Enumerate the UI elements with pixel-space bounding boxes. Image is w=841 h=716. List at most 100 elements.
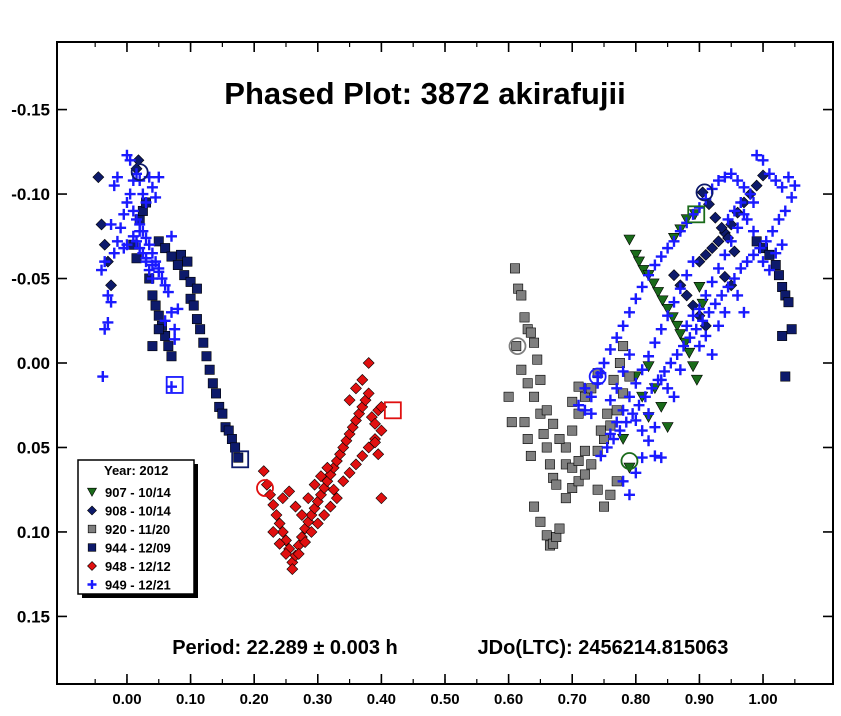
- data-point-949: [728, 205, 740, 217]
- data-point-949: [573, 399, 585, 411]
- data-point-949: [146, 247, 158, 259]
- data-point-920: [506, 417, 517, 428]
- data-point-948: [305, 526, 318, 538]
- data-point-949: [97, 371, 109, 383]
- data-point-949: [690, 323, 702, 335]
- data-point-948: [318, 509, 331, 521]
- data-point-949: [617, 320, 629, 332]
- data-point-948: [327, 483, 340, 496]
- data-point-949: [162, 286, 174, 298]
- data-point-949: [649, 450, 661, 462]
- data-point-949: [732, 175, 744, 187]
- data-point-949: [789, 180, 801, 192]
- data-point-920: [579, 469, 590, 480]
- legend-label: 948 - 12/12: [105, 559, 171, 574]
- data-point-920: [614, 358, 625, 368]
- data-point-907: [690, 374, 703, 386]
- data-point-907: [671, 320, 684, 332]
- data-point-907: [632, 256, 646, 268]
- data-point-920: [624, 371, 635, 382]
- data-point-949: [121, 239, 133, 251]
- x-tick-label: 0.40: [367, 691, 396, 708]
- data-point-920: [529, 501, 540, 512]
- data-point-949: [687, 310, 699, 322]
- data-point-920: [608, 374, 619, 385]
- data-point-949: [732, 289, 744, 301]
- data-point-949: [649, 337, 661, 349]
- data-point-949: [760, 235, 772, 247]
- data-point-944: [182, 256, 193, 267]
- data-point-949: [118, 208, 130, 220]
- y-tick-label: 0.05: [17, 438, 50, 457]
- data-point-949: [668, 391, 680, 403]
- data-point-948: [362, 387, 375, 400]
- data-point-949: [124, 154, 136, 166]
- data-point-949: [722, 213, 734, 225]
- data-point-907: [687, 361, 700, 373]
- highlight-square: [165, 376, 184, 394]
- data-point-920: [544, 459, 555, 470]
- data-point-949: [741, 213, 753, 225]
- data-point-920: [560, 442, 571, 453]
- data-point-949: [770, 175, 782, 187]
- data-point-949: [668, 296, 680, 308]
- data-point-949: [143, 239, 155, 251]
- data-point-949: [131, 168, 143, 180]
- legend-label: 920 - 11/20: [105, 522, 170, 537]
- data-point-944: [166, 351, 177, 362]
- data-point-944: [217, 408, 228, 419]
- legend-label: 908 - 10/14: [105, 504, 172, 519]
- data-point-944: [172, 260, 183, 270]
- data-point-949: [693, 303, 705, 315]
- data-point-944: [176, 249, 187, 260]
- highlight-square: [231, 450, 250, 469]
- data-point-948: [337, 475, 350, 488]
- data-point-920: [567, 483, 578, 493]
- data-point-949: [630, 467, 642, 479]
- data-point-949: [623, 306, 635, 318]
- data-point-948: [273, 537, 286, 550]
- data-point-907: [647, 278, 660, 290]
- y-tick-label: -0.10: [11, 185, 50, 204]
- data-point-948: [276, 526, 289, 538]
- data-point-949: [153, 266, 165, 278]
- data-point-920: [525, 327, 536, 338]
- data-point-948: [375, 492, 388, 505]
- data-point-908: [706, 242, 719, 255]
- data-point-949: [105, 296, 117, 308]
- data-point-944: [166, 251, 177, 262]
- data-point-948: [369, 417, 381, 430]
- data-point-948: [308, 478, 321, 491]
- data-point-949: [655, 323, 667, 335]
- data-point-944: [147, 341, 158, 352]
- data-point-949: [693, 202, 705, 214]
- highlight-circle: [130, 163, 149, 181]
- data-point-920: [535, 516, 546, 527]
- data-point-948: [375, 424, 388, 437]
- data-point-949: [111, 235, 123, 247]
- x-tick-label: 0.30: [303, 691, 332, 708]
- data-point-948: [350, 382, 362, 395]
- data-point-944: [195, 324, 206, 335]
- data-point-949: [579, 382, 591, 394]
- data-point-948: [299, 536, 311, 549]
- data-point-907: [693, 281, 706, 293]
- data-point-949: [105, 218, 117, 230]
- data-point-949: [111, 171, 123, 183]
- data-point-949: [643, 269, 655, 281]
- data-point-908: [718, 270, 731, 283]
- data-point-949: [655, 251, 667, 263]
- y-tick-label: 0.00: [17, 354, 50, 373]
- data-point-949: [662, 382, 674, 394]
- data-point-949: [127, 205, 139, 217]
- data-point-948: [280, 547, 292, 560]
- data-point-920: [573, 476, 584, 487]
- data-point-949: [741, 256, 753, 268]
- y-tick-label: 0.10: [17, 523, 50, 542]
- data-point-949: [630, 293, 642, 305]
- data-point-948: [372, 448, 385, 461]
- data-point-949: [757, 256, 769, 268]
- data-point-949: [102, 289, 114, 301]
- data-point-949: [153, 171, 165, 183]
- data-point-949: [786, 191, 798, 203]
